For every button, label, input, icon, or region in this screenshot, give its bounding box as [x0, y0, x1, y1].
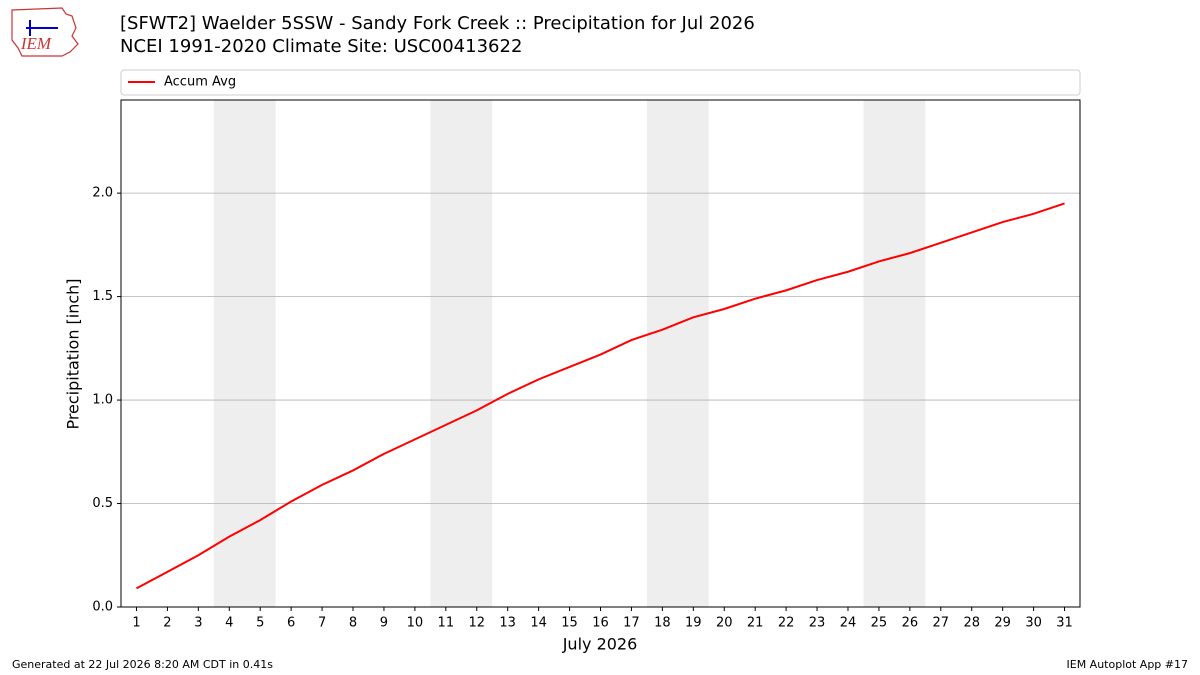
y-tick-label: 1.0 [92, 393, 113, 408]
x-tick-label: 15 [561, 616, 578, 631]
legend-box [120, 69, 1081, 96]
x-tick-label: 11 [438, 616, 455, 631]
logo-text: IEM [20, 34, 52, 53]
x-tick-label: 12 [468, 616, 485, 631]
x-tick-label: 4 [225, 616, 233, 631]
y-tick-label: 1.5 [92, 289, 113, 304]
legend-label: Accum Avg [164, 75, 236, 90]
chart-subtitle: NCEI 1991-2020 Climate Site: USC00413622 [120, 36, 522, 57]
x-tick-label: 31 [1056, 616, 1073, 631]
weekend-shade [213, 100, 276, 607]
x-tick-label: 9 [380, 616, 388, 631]
x-tick-label: 6 [287, 616, 295, 631]
x-tick-label: 18 [654, 616, 671, 631]
x-tick-label: 29 [994, 616, 1011, 631]
x-tick-label: 17 [623, 616, 640, 631]
chart-title: [SFWT2] Waelder 5SSW - Sandy Fork Creek … [120, 13, 755, 34]
weekend-shade [863, 100, 926, 607]
x-tick-label: 22 [778, 616, 795, 631]
x-tick-label: 27 [933, 616, 950, 631]
y-axis-label: Precipitation [inch] [64, 278, 83, 429]
x-tick-label: 13 [499, 616, 516, 631]
plot-frame [120, 99, 1081, 608]
x-tick-label: 21 [747, 616, 764, 631]
x-tick-label: 5 [256, 616, 264, 631]
x-tick-label: 30 [1025, 616, 1042, 631]
x-tick-label: 19 [685, 616, 702, 631]
logo-outline [11, 7, 79, 57]
x-tick-label: 3 [194, 616, 202, 631]
y-tick-label: 0.0 [92, 600, 113, 615]
x-tick-label: 26 [902, 616, 919, 631]
x-tick-label: 14 [530, 616, 547, 631]
x-tick-label: 8 [349, 616, 357, 631]
x-tick-label: 23 [809, 616, 826, 631]
weekend-shade [430, 100, 493, 607]
x-tick-label: 2 [163, 616, 171, 631]
data-line [135, 202, 1065, 590]
x-tick-label: 7 [318, 616, 326, 631]
x-axis-label: July 2026 [562, 635, 638, 654]
x-tick-label: 1 [132, 616, 140, 631]
y-tick-label: 0.5 [92, 496, 113, 511]
x-tick-label: 25 [871, 616, 888, 631]
y-tick-label: 2.0 [92, 186, 113, 201]
weekend-shade [646, 100, 709, 607]
logo: IEM [11, 7, 79, 57]
x-tick-label: 28 [963, 616, 980, 631]
x-tick-label: 10 [407, 616, 424, 631]
x-tick-label: 20 [716, 616, 733, 631]
footer-left: Generated at 22 Jul 2026 8:20 AM CDT in … [12, 658, 273, 671]
x-tick-label: 24 [840, 616, 857, 631]
footer-right: IEM Autoplot App #17 [1067, 658, 1189, 671]
x-tick-label: 16 [592, 616, 609, 631]
